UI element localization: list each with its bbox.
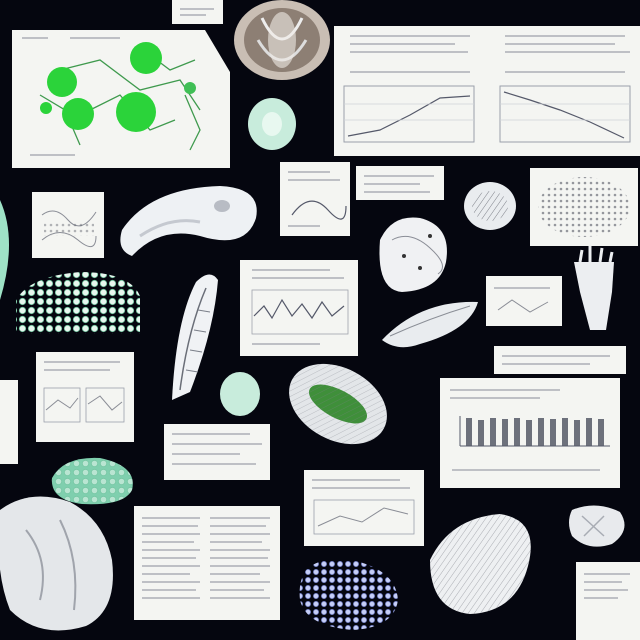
mint-specimen [248,98,296,150]
green-cell [130,42,162,74]
map-fragment-specimen [379,217,447,292]
mint-pebble-specimen [220,372,260,416]
diagram-header-lines [22,37,120,156]
green-cell [47,67,77,97]
two-panel-paper [36,352,134,442]
shell-specimen [234,0,330,80]
small-paper [486,276,562,326]
line-chart-document [334,26,640,156]
hand-skeleton-specimen [574,246,614,330]
text-banner [494,346,626,374]
corner-paper [576,562,640,640]
lavender-specimen [299,559,398,630]
dotted-map-document [530,168,638,246]
mint-speckled-specimen [51,457,133,505]
bone-specimen [120,186,257,256]
results-paper [304,470,424,546]
card-text-lines [180,8,214,16]
wave-chart-card [240,260,358,356]
small-bone-specimen [569,505,625,547]
bar-marks [466,418,604,446]
article-paper [134,506,280,620]
green-cell [116,92,156,132]
diagram-card [32,192,104,258]
honeycomb-specimen [430,514,531,614]
table-card [164,424,270,480]
blank-card [172,0,223,24]
green-cell-diagram [12,30,230,168]
doc-text-lines [350,35,630,73]
text-card [356,166,444,200]
green-seed-specimen [289,363,387,445]
skull-specimen [0,496,113,631]
bar-chart-paper [440,378,620,488]
fish-skeleton-specimen [172,274,218,400]
seed-specimen [464,182,516,230]
green-cell [62,98,94,130]
leaf-specimen [382,301,478,348]
green-cell [184,82,196,94]
green-cell [40,102,52,114]
sketch-document [280,162,350,236]
article-text-lines [142,517,270,599]
right-line-chart [499,85,631,143]
left-line-chart [343,85,475,143]
edge-paper [0,380,18,464]
coral-specimen [16,272,140,334]
mint-edge-specimen [0,200,9,300]
